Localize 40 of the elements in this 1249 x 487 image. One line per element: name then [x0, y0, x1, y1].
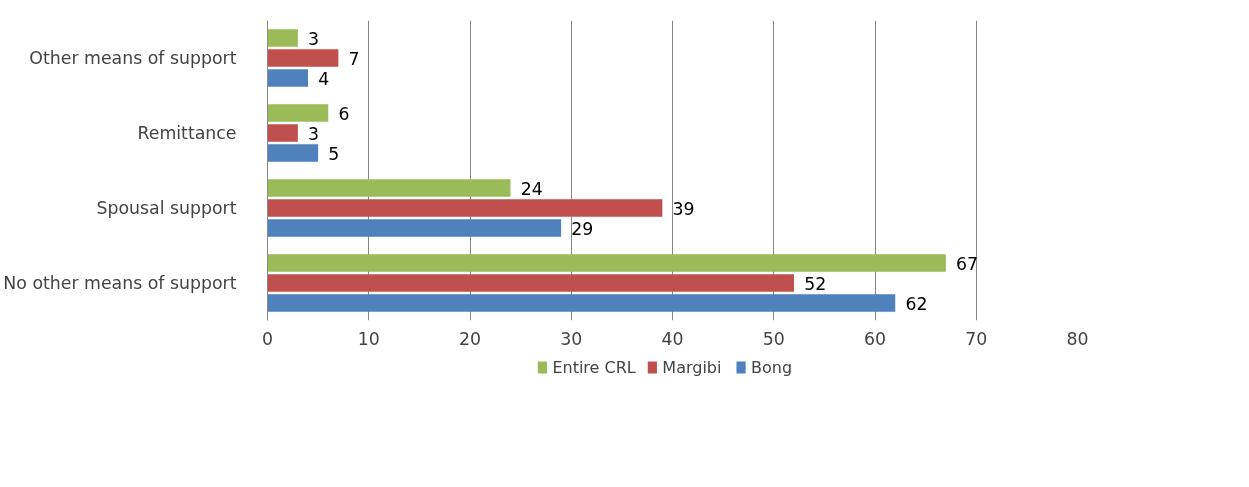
bar: [267, 29, 298, 47]
y-tick-label: Remittance: [137, 123, 237, 143]
bar: [267, 274, 794, 292]
data-label: 62: [905, 293, 928, 314]
bar: [267, 49, 339, 67]
x-tick-label: 80: [1066, 328, 1089, 349]
data-label: 24: [520, 178, 543, 199]
x-tick-label: 40: [661, 328, 684, 349]
data-label: 3: [308, 123, 320, 144]
x-tick-label: 0: [261, 328, 274, 349]
x-tick-label: 50: [762, 328, 785, 349]
bar: [267, 199, 663, 217]
y-tick-label: Spousal support: [96, 198, 237, 218]
data-label: 3: [308, 28, 320, 49]
x-tick-label: 60: [863, 328, 887, 349]
x-tick-label: 10: [357, 328, 380, 349]
data-label: 39: [672, 198, 695, 219]
y-tick-label: No other means of support: [3, 273, 237, 293]
data-label: 7: [348, 48, 360, 69]
x-tick-label: 70: [965, 328, 988, 349]
bar: [267, 104, 329, 122]
legend-label: Margibi: [662, 358, 722, 377]
bar: [267, 69, 308, 87]
bar: [267, 294, 896, 312]
bar: [267, 144, 319, 162]
bar: [267, 219, 562, 237]
x-tick-label: 20: [458, 328, 482, 349]
bar: [267, 179, 511, 197]
bar: [267, 254, 946, 272]
y-tick-label: Other means of support: [29, 48, 237, 68]
legend-label: Bong: [751, 358, 793, 377]
data-label: 4: [318, 68, 330, 89]
data-label: 67: [956, 253, 979, 274]
bar: [267, 124, 298, 142]
data-label: 6: [338, 103, 350, 124]
data-label: 52: [804, 273, 827, 294]
data-label: 29: [571, 218, 594, 239]
x-tick-label: 30: [560, 328, 583, 349]
legend-label: Entire CRL: [552, 358, 636, 377]
data-label: 5: [328, 143, 340, 164]
